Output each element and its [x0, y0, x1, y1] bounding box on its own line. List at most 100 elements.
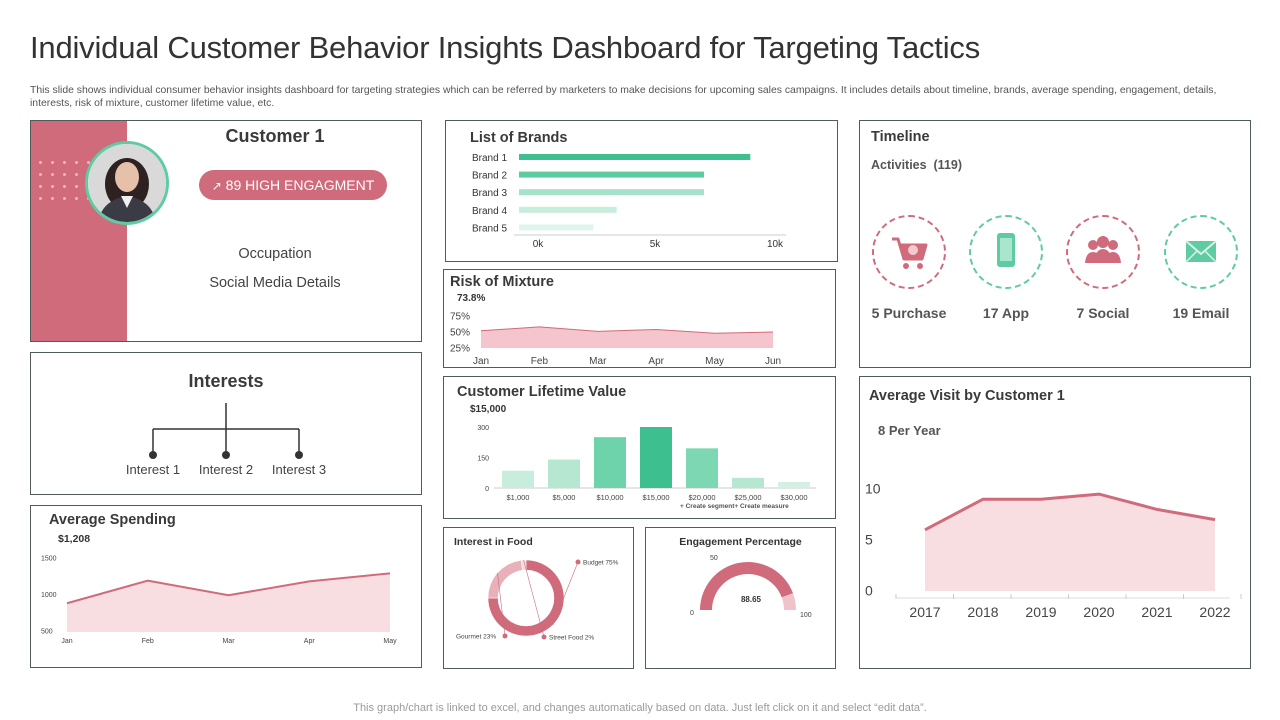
- avg-visit-title: Average Visit by Customer 1: [869, 388, 1065, 404]
- timeline-panel[interactable]: Timeline Activities (119): [859, 120, 1251, 368]
- risk-chart[interactable]: 75% 50% 25%Jan Feb Mar Apr May Jun: [444, 270, 835, 367]
- clv-bar: [502, 470, 534, 488]
- gauge-remaining-arc: [781, 593, 796, 610]
- phone-icon: [997, 233, 1015, 267]
- average-spending-panel[interactable]: Average Spending $1,208 1500 1000 500 Jan Fe…: [30, 505, 422, 668]
- average-spending-title: Average Spending: [49, 512, 176, 528]
- social-activity-label: 7 Social: [1076, 305, 1130, 321]
- leader-line: [552, 561, 579, 625]
- interest-item[interactable]: Interest 2: [198, 462, 254, 477]
- x-tick-label: Mar: [222, 638, 235, 645]
- brand-label: Brand 1: [472, 153, 507, 164]
- x-tick-label: 2020: [1083, 604, 1114, 620]
- brand-bar: [519, 189, 705, 196]
- x-tick-label: Feb: [142, 638, 154, 645]
- engagement-title: Engagement Percentage: [679, 536, 802, 548]
- brand-label: Brand 3: [472, 188, 507, 199]
- engagement-panel[interactable]: Engagement Percentage 50 0 100 88.65: [645, 527, 836, 669]
- brands-panel[interactable]: List of Brands Brand 1 Brand 2 Brand 3 Bran…: [445, 120, 838, 262]
- people-icon: [1085, 236, 1121, 263]
- brand-label: Brand 5: [472, 223, 507, 234]
- brand-bar: [519, 171, 705, 178]
- avg-visit-chart[interactable]: 10 5 0 2017 2018 2019 2020 2021 2022: [860, 377, 1250, 668]
- y-tick-label: 500: [41, 628, 53, 635]
- risk-panel[interactable]: Risk of Mixture 73.8% 75% 50% 25% Jan Feb Mar…: [443, 269, 836, 368]
- app-activity[interactable]: [969, 215, 1043, 289]
- y-tick-label: 0: [485, 486, 489, 493]
- avatar[interactable]: [85, 141, 169, 225]
- y-tick-label: 300: [477, 425, 489, 432]
- x-tick-label: 10k: [767, 239, 784, 250]
- interests-panel[interactable]: Interests Interest 1 Interest 2 Interest…: [30, 352, 422, 495]
- leader-line: [497, 572, 506, 637]
- decorative-dot: [75, 185, 78, 188]
- food-panel[interactable]: Interest in Food Budget 75% Gourmet 23% St…: [443, 527, 634, 669]
- clv-bar: [686, 448, 718, 488]
- page-subtitle: This slide shows individual consumer beh…: [30, 85, 1217, 109]
- x-tick-label: 2019: [1025, 604, 1056, 620]
- decorative-dot: [51, 161, 54, 164]
- average-spending-value: $1,208: [58, 533, 91, 545]
- average-spending-chart[interactable]: 1500 1000 500 Jan Feb Mar Apr May: [31, 506, 421, 666]
- clv-bar: [594, 437, 626, 488]
- engagement-gauge[interactable]: [646, 528, 835, 668]
- risk-title: Risk of Mixture: [450, 274, 554, 290]
- social-activity[interactable]: [1066, 215, 1140, 289]
- interest-item[interactable]: Interest 3: [271, 462, 327, 477]
- page-title: Individual Customer Behavior Insights Da…: [30, 30, 981, 65]
- gauge-mid-label: 50: [710, 555, 718, 562]
- clv-bar: [640, 427, 672, 488]
- leader-dot: [541, 634, 547, 640]
- y-tick-label: 75%: [450, 311, 470, 322]
- brands-chart[interactable]: Brand 1 Brand 2 Brand 3 Brand 4 Brand 5 0k 5k 1…: [446, 121, 837, 261]
- decorative-dot: [51, 173, 54, 176]
- area-fill: [925, 494, 1215, 591]
- area-fill: [67, 573, 390, 631]
- occupation-link[interactable]: Occupation: [238, 246, 312, 262]
- x-tick-label: May: [705, 356, 724, 367]
- decorative-dot: [51, 197, 54, 200]
- timeline-title: Timeline: [871, 129, 930, 145]
- clv-title: Customer Lifetime Value: [457, 384, 627, 400]
- x-tick-label: $30,000: [780, 493, 807, 502]
- x-tick-label: 5k: [650, 239, 662, 250]
- decorative-dot: [39, 185, 42, 188]
- leader-line: [523, 559, 545, 638]
- interest-item[interactable]: Interest 1: [125, 462, 181, 477]
- purchase-activity[interactable]: [872, 215, 946, 289]
- clv-bar: [778, 481, 810, 488]
- y-tick-label: 50%: [450, 327, 470, 338]
- food-donut-chart[interactable]: Budget 75% Gourmet 23% Street Food 2%: [444, 528, 633, 668]
- area-fill: [481, 326, 773, 348]
- avg-visit-panel[interactable]: Average Visit by Customer 1 8 Per Year 1…: [859, 376, 1251, 669]
- y-tick-label: 25%: [450, 343, 470, 354]
- social-media-link[interactable]: Social Media Details: [209, 275, 341, 291]
- x-tick-label: Apr: [648, 356, 664, 367]
- decorative-dot: [63, 197, 66, 200]
- food-title: Interest in Food: [454, 536, 533, 548]
- avatar-portrait: [88, 144, 166, 222]
- decorative-dot: [63, 185, 66, 188]
- interests-tree: [149, 403, 303, 459]
- brand-bar: [519, 206, 617, 213]
- clv-bar: [732, 477, 764, 488]
- decorative-dot: [39, 197, 42, 200]
- x-tick-label: 2022: [1199, 604, 1230, 620]
- email-activity[interactable]: [1164, 215, 1238, 289]
- clv-chart[interactable]: 300 150 0 $1,000 $5,000 $10,000 $15,000 $20,000…: [444, 377, 835, 518]
- customer-panel[interactable]: Customer 1 ↗ 89 HIGH ENGAGMENT Occupatio…: [30, 120, 422, 342]
- clv-value: $15,000: [470, 404, 507, 415]
- decorative-dot: [75, 161, 78, 164]
- brand-bar: [519, 154, 751, 160]
- risk-value: 73.8%: [457, 293, 486, 304]
- engagement-badge[interactable]: ↗ 89 HIGH ENGAGMENT: [199, 170, 387, 200]
- y-tick-label: 150: [477, 456, 489, 463]
- y-tick-label: 1500: [41, 555, 57, 562]
- x-tick-label: Apr: [304, 638, 316, 645]
- x-tick-label: $25,000: [734, 493, 761, 502]
- y-tick-label: 0: [865, 583, 873, 599]
- clv-panel[interactable]: Customer Lifetime Value $15,000 300 150 0 $…: [443, 376, 836, 519]
- x-tick-label: 2018: [967, 604, 998, 620]
- leader-dot: [502, 633, 508, 639]
- clv-note[interactable]: + Create segment+ Create measure: [680, 503, 789, 510]
